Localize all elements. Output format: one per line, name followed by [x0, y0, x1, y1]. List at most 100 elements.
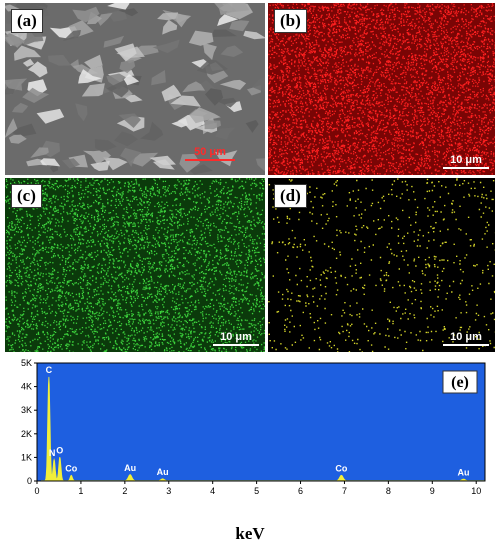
x-tick-label: 6	[298, 486, 303, 496]
x-tick-label: 2	[122, 486, 127, 496]
y-tick-label: 2K	[21, 429, 32, 439]
peak-label-3: Co	[65, 464, 77, 474]
sem-flake	[81, 83, 105, 97]
sem-flake	[119, 59, 136, 74]
sem-flake	[175, 13, 192, 28]
sem-flake	[97, 12, 113, 26]
sem-micrograph	[5, 3, 265, 175]
peak-label-5: Au	[157, 467, 169, 477]
sem-flake	[182, 81, 206, 93]
sem-flake	[90, 160, 110, 171]
sem-flake	[22, 87, 50, 103]
sem-flake	[220, 45, 244, 57]
sem-image-panel: (a) 50 μm	[5, 3, 265, 175]
scale-bar-c: 10 μm	[213, 331, 259, 346]
x-tick-label: 8	[386, 486, 391, 496]
sem-flake	[188, 30, 214, 46]
scale-line-a	[185, 159, 235, 161]
x-tick-label: 5	[254, 486, 259, 496]
sem-flake	[219, 79, 247, 90]
sem-flake	[61, 158, 80, 169]
sem-flake	[229, 20, 250, 32]
panel-label-b: (b)	[274, 9, 307, 33]
sem-flake	[214, 127, 236, 140]
sem-flake	[106, 73, 133, 90]
eds-map-green	[5, 178, 265, 352]
sem-flake	[5, 33, 26, 48]
sem-flake	[118, 8, 139, 17]
x-axis-label: keV	[235, 524, 265, 543]
sem-flake	[215, 97, 237, 108]
sem-flake	[47, 54, 71, 66]
peak-label-0: C	[46, 365, 53, 375]
sem-flake	[120, 147, 142, 167]
sem-flake	[12, 123, 37, 137]
sem-flake	[161, 84, 182, 102]
element-dots	[5, 178, 265, 352]
sem-flake	[103, 157, 128, 171]
sem-flake	[179, 153, 201, 173]
scale-line-c	[213, 344, 259, 346]
sem-flake	[255, 158, 265, 172]
sem-flake	[14, 45, 42, 61]
element-dots	[268, 3, 495, 175]
scale-label-b: 10 μm	[450, 154, 482, 166]
sem-flake	[83, 150, 112, 165]
sem-flake	[196, 60, 229, 75]
panel-label-a: (a)	[11, 9, 43, 33]
x-tick-label: 1	[78, 486, 83, 496]
scale-line-b	[443, 167, 489, 169]
sem-flake	[252, 77, 265, 92]
sem-flake	[129, 152, 159, 167]
x-tick-label: 10	[471, 486, 481, 496]
sem-flake	[22, 32, 44, 46]
sem-flake	[153, 159, 175, 170]
y-tick-label: 0	[27, 476, 32, 486]
sem-flake	[152, 39, 180, 54]
x-tick-label: 7	[342, 486, 347, 496]
sem-flake	[94, 139, 117, 153]
sem-flake	[12, 102, 29, 113]
element-dots	[268, 178, 495, 352]
sem-flake	[84, 54, 103, 69]
svg-text:(e): (e)	[451, 374, 469, 391]
eds-map-c-panel: (c) 10 μm	[5, 178, 265, 352]
scale-label-d: 10 μm	[450, 331, 482, 343]
scale-line-d	[443, 344, 489, 346]
sem-flake	[62, 30, 81, 42]
sem-flake	[157, 12, 178, 21]
y-tick-label: 4K	[21, 382, 32, 392]
scale-bar-a: 50 μm	[185, 146, 235, 161]
x-tick-label: 9	[430, 486, 435, 496]
sem-flake	[221, 3, 250, 13]
sem-flake	[170, 95, 201, 107]
sem-flake	[22, 58, 35, 67]
sem-flake	[245, 120, 259, 133]
sem-flake	[114, 131, 138, 147]
y-tick-label: 5K	[21, 358, 32, 368]
sem-flake	[30, 147, 49, 158]
sem-flake	[243, 30, 265, 40]
sem-flake	[5, 118, 18, 138]
sem-flake	[5, 78, 28, 91]
panel-label-d: (d)	[274, 184, 307, 208]
sem-flake	[8, 134, 27, 144]
sem-flake	[118, 113, 141, 128]
sem-flake	[72, 6, 100, 23]
sem-flake	[107, 3, 130, 10]
y-tick-label: 3K	[21, 405, 32, 415]
sem-flake	[162, 19, 178, 35]
peak-label-1: N	[49, 448, 56, 458]
panel-label-e: (e)	[442, 370, 478, 394]
x-tick-label: 3	[166, 486, 171, 496]
sem-flake	[78, 69, 102, 84]
sem-flake	[28, 61, 48, 78]
y-tick-label: 1K	[21, 452, 32, 462]
scale-bar-b: 10 μm	[443, 154, 489, 169]
peak-label-4: Au	[124, 463, 136, 473]
sem-flake	[217, 14, 239, 26]
scale-label-c: 10 μm	[220, 331, 252, 343]
peak-label-7: Au	[458, 467, 470, 477]
panel-label-c: (c)	[11, 184, 42, 208]
